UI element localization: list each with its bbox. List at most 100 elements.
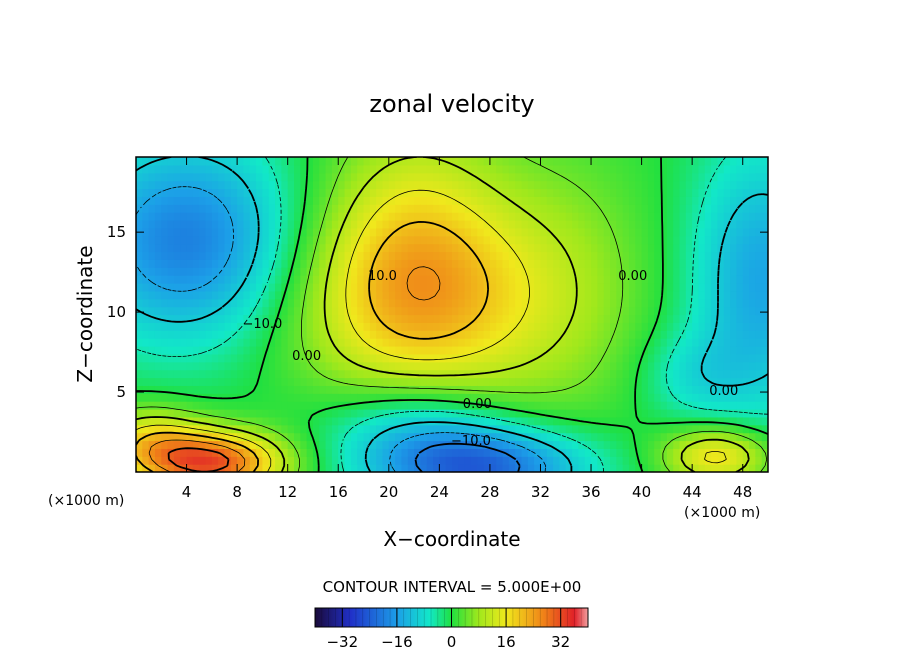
field-cell — [224, 385, 232, 394]
field-cell — [572, 322, 579, 331]
field-cell — [755, 172, 763, 182]
field-cell — [369, 464, 377, 472]
field-cell — [654, 204, 662, 213]
field-cell — [553, 188, 561, 197]
field-cell — [325, 306, 333, 316]
field-cell — [685, 369, 693, 379]
field-cell — [515, 267, 523, 276]
field-cell — [433, 432, 440, 442]
field-cell — [527, 172, 535, 182]
field-cell — [717, 424, 725, 434]
field-cell — [281, 322, 289, 331]
field-cell — [331, 440, 339, 449]
field-cell — [761, 235, 768, 245]
field-cell — [224, 180, 232, 190]
field-cell — [186, 204, 194, 213]
field-cell — [622, 220, 630, 229]
field-cell — [331, 220, 339, 229]
field-cell — [736, 212, 744, 221]
field-cell — [666, 377, 674, 386]
field-cell — [237, 448, 245, 457]
field-cell — [268, 227, 276, 237]
field-cell — [597, 377, 605, 386]
field-cell — [433, 235, 440, 245]
field-cell — [698, 464, 706, 472]
field-cell — [369, 251, 377, 260]
field-cell — [521, 275, 529, 284]
field-cell — [723, 188, 731, 197]
field-cell — [319, 416, 327, 426]
field-cell — [616, 204, 624, 213]
field-cell — [515, 322, 523, 331]
field-cell — [736, 283, 744, 292]
field-cell — [565, 283, 573, 292]
field-cell — [553, 306, 561, 316]
field-cell — [755, 424, 763, 434]
y-axis-label: Z−coordinate — [73, 245, 97, 382]
field-cell — [515, 330, 523, 339]
field-cell — [344, 314, 352, 323]
field-cell — [603, 330, 611, 339]
field-cell — [483, 196, 491, 205]
field-cell — [395, 385, 403, 394]
field-cell — [243, 432, 251, 442]
field-cell — [426, 196, 434, 205]
field-cell — [654, 330, 662, 339]
field-cell — [357, 314, 365, 323]
field-cell — [742, 188, 750, 197]
field-cell — [692, 361, 700, 371]
field-cell — [489, 338, 497, 347]
field-cell — [401, 267, 409, 276]
field-cell — [641, 220, 649, 229]
field-cell — [338, 243, 346, 253]
field-cell — [199, 330, 207, 339]
field-cell — [344, 243, 352, 253]
field-cell — [382, 196, 390, 205]
field-cell — [306, 164, 314, 174]
field-cell — [407, 251, 415, 260]
field-cell — [173, 409, 181, 418]
field-cell — [717, 369, 725, 379]
field-cell — [161, 424, 169, 434]
field-cell — [647, 361, 655, 371]
field-cell — [205, 298, 213, 308]
field-cell — [578, 227, 586, 237]
field-cell — [306, 220, 314, 229]
field-cell — [540, 385, 548, 394]
field-cell — [742, 275, 750, 284]
field-cell — [679, 259, 687, 268]
field-cell — [496, 172, 504, 182]
field-cell — [287, 275, 295, 284]
field-cell — [635, 212, 643, 221]
chart-title: zonal velocity — [369, 90, 534, 118]
field-cell — [483, 456, 491, 465]
field-cell — [508, 440, 516, 449]
field-cell — [641, 440, 649, 449]
field-cell — [363, 259, 371, 268]
field-cell — [199, 172, 207, 182]
field-cell — [325, 275, 333, 284]
field-cell — [584, 440, 592, 449]
field-cell — [565, 196, 573, 205]
field-cell — [654, 432, 662, 442]
field-cell — [673, 416, 681, 426]
field-cell — [565, 440, 573, 449]
field-cell — [584, 464, 592, 472]
field-cell — [628, 172, 636, 182]
field-cell — [338, 361, 346, 371]
field-cell — [167, 393, 175, 402]
field-cell — [173, 180, 181, 190]
field-cell — [167, 180, 175, 190]
field-cell — [559, 220, 567, 229]
field-cell — [312, 180, 320, 190]
field-cell — [755, 353, 763, 363]
field-cell — [433, 464, 440, 472]
field-cell — [508, 306, 516, 316]
field-cell — [230, 353, 238, 363]
field-cell — [306, 204, 314, 213]
field-cell — [407, 448, 415, 457]
field-cell — [357, 416, 365, 426]
field-cell — [470, 416, 478, 426]
field-cell — [458, 227, 466, 237]
field-cell — [692, 220, 700, 229]
